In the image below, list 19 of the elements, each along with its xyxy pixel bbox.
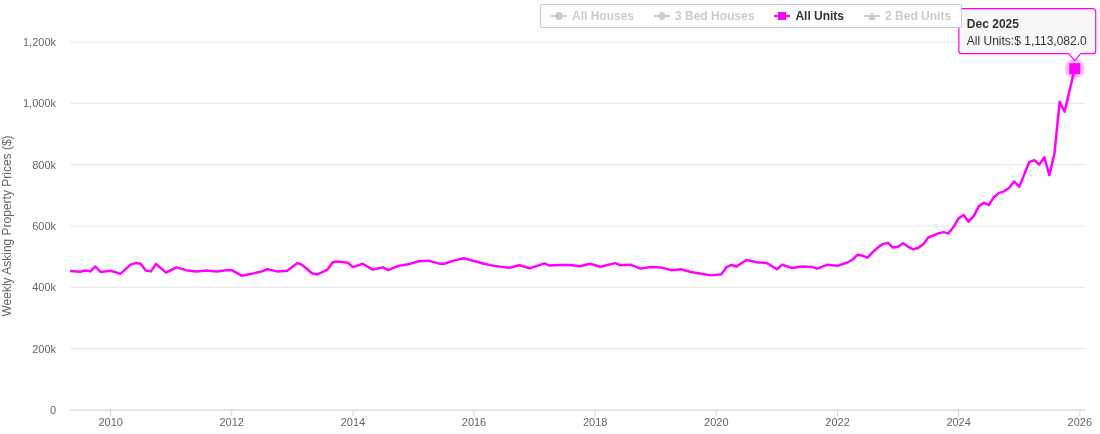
x-tick-label: 2010 (98, 415, 123, 428)
legend-label: All Units (795, 9, 845, 23)
annotation: Dec 2025 All Units:$ 1,113,082.0 (966, 16, 1088, 48)
y-tick-label: 1,000k (22, 97, 57, 110)
x-tick-label: 2024 (946, 415, 971, 428)
y-tick-label: 200k (32, 342, 57, 355)
x-tick-label: 2026 (1067, 415, 1093, 428)
y-tick-label: 800k (32, 158, 57, 171)
x-tick-label: 2018 (583, 415, 608, 428)
y-axis-title: Weekly Asking Property Prices ($) (0, 135, 14, 317)
x-tick-label: 2012 (219, 415, 244, 428)
x-tick-label: 2020 (704, 415, 729, 428)
y-tick-label: 400k (32, 281, 57, 294)
x-tick-label: 2022 (825, 415, 850, 428)
y-tick-label: 600k (32, 219, 57, 232)
y-tick-label: 1,200k (22, 35, 57, 48)
x-tick-label: 2016 (461, 415, 487, 428)
x-tick-label: 2014 (340, 415, 366, 428)
y-tick-label: 0 (49, 403, 56, 416)
